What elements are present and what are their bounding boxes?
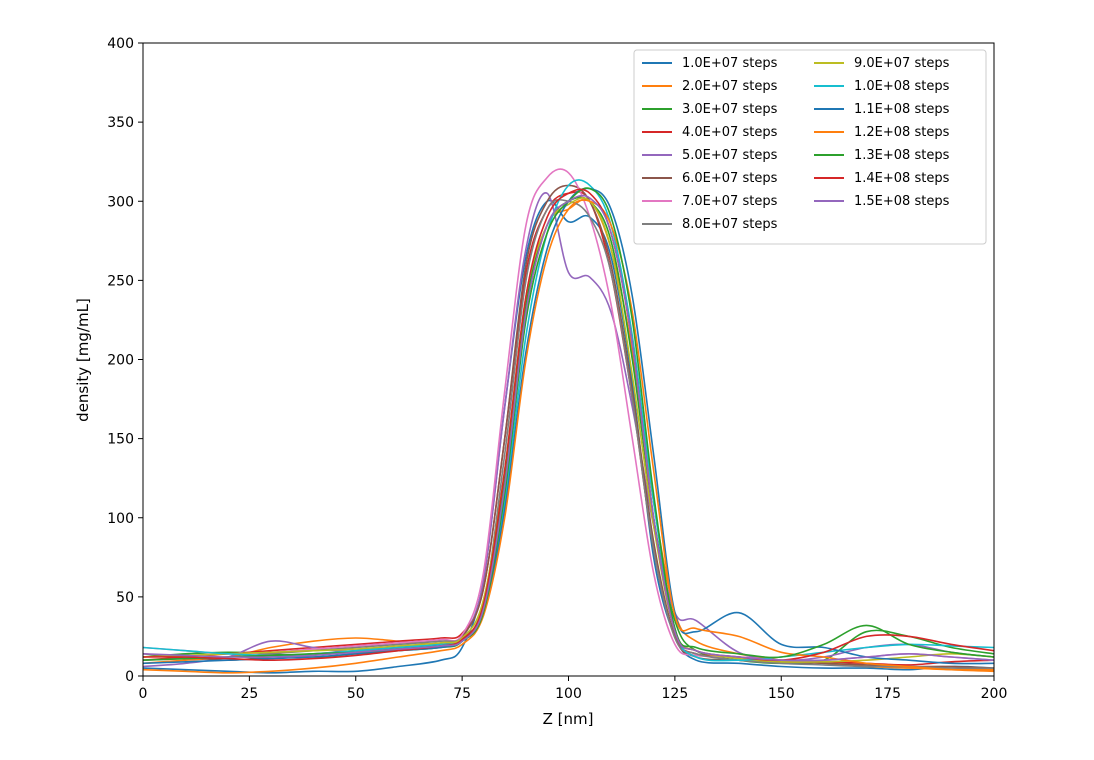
y-tick-label-1: 50 (116, 590, 134, 606)
legend-label-11: 1.2E+08 steps (854, 125, 950, 140)
y-tick-label-2: 100 (107, 511, 134, 527)
series-line-14 (143, 194, 994, 662)
legend-label-10: 1.1E+08 steps (854, 102, 950, 117)
series-line-8 (143, 197, 994, 663)
series-lines (143, 168, 994, 674)
legend-box (633, 49, 987, 245)
legend-label-2: 3.0E+07 steps (682, 102, 778, 117)
legend-label-9: 1.0E+08 steps (854, 79, 950, 94)
y-tick-label-0: 0 (125, 669, 134, 685)
legend-label-7: 8.0E+07 steps (682, 217, 778, 232)
x-axis: 0 25 50 75 100 125 150 175 200 (139, 676, 1008, 702)
series-line-10 (143, 187, 994, 665)
x-tick-label-0: 0 (139, 686, 148, 702)
x-tick-label-1: 25 (240, 686, 258, 702)
legend-label-1: 2.0E+07 steps (682, 79, 778, 94)
x-tick-label-4: 100 (555, 686, 582, 702)
series-line-5 (143, 184, 994, 669)
y-tick-label-3: 150 (107, 432, 134, 448)
series-line-9 (143, 179, 994, 662)
legend-label-5: 6.0E+07 steps (682, 171, 778, 186)
series-line-11 (143, 199, 994, 674)
x-tick-label-7: 175 (874, 686, 901, 702)
legend-label-3: 4.0E+07 steps (682, 125, 778, 140)
x-tick-label-2: 50 (347, 686, 365, 702)
series-line-4 (143, 192, 994, 668)
legend: 1.0E+07 steps 2.0E+07 steps 3.0E+07 steps 4… (633, 49, 987, 245)
series-line-12 (143, 187, 994, 661)
series-line-3 (143, 190, 994, 666)
legend-label-8: 9.0E+07 steps (854, 56, 950, 71)
x-tick-label-5: 125 (662, 686, 689, 702)
series-line-13 (143, 188, 994, 662)
y-tick-label-4: 200 (107, 353, 134, 369)
x-tick-label-6: 150 (768, 686, 795, 702)
legend-label-13: 1.4E+08 steps (854, 171, 950, 186)
series-line-7 (143, 198, 994, 670)
y-tick-label-5: 250 (107, 273, 134, 289)
legend-label-14: 1.5E+08 steps (854, 194, 950, 209)
series-line-1 (143, 198, 994, 671)
legend-label-0: 1.0E+07 steps (682, 56, 778, 71)
y-tick-label-6: 300 (107, 194, 134, 210)
legend-label-4: 5.0E+07 steps (682, 148, 778, 163)
series-line-2 (143, 196, 994, 665)
x-axis-label: Z [nm] (543, 710, 594, 728)
legend-label-12: 1.3E+08 steps (854, 148, 950, 163)
x-tick-label-3: 75 (453, 686, 471, 702)
y-axis: 0 50 100 150 200 250 300 350 400 (107, 36, 143, 685)
series-line-0 (143, 199, 994, 674)
y-tick-label-8: 400 (107, 36, 134, 52)
legend-label-6: 7.0E+07 steps (682, 194, 778, 209)
y-tick-label-7: 350 (107, 115, 134, 131)
x-tick-label-8: 200 (981, 686, 1008, 702)
y-axis-label: density [mg/mL] (74, 298, 92, 422)
